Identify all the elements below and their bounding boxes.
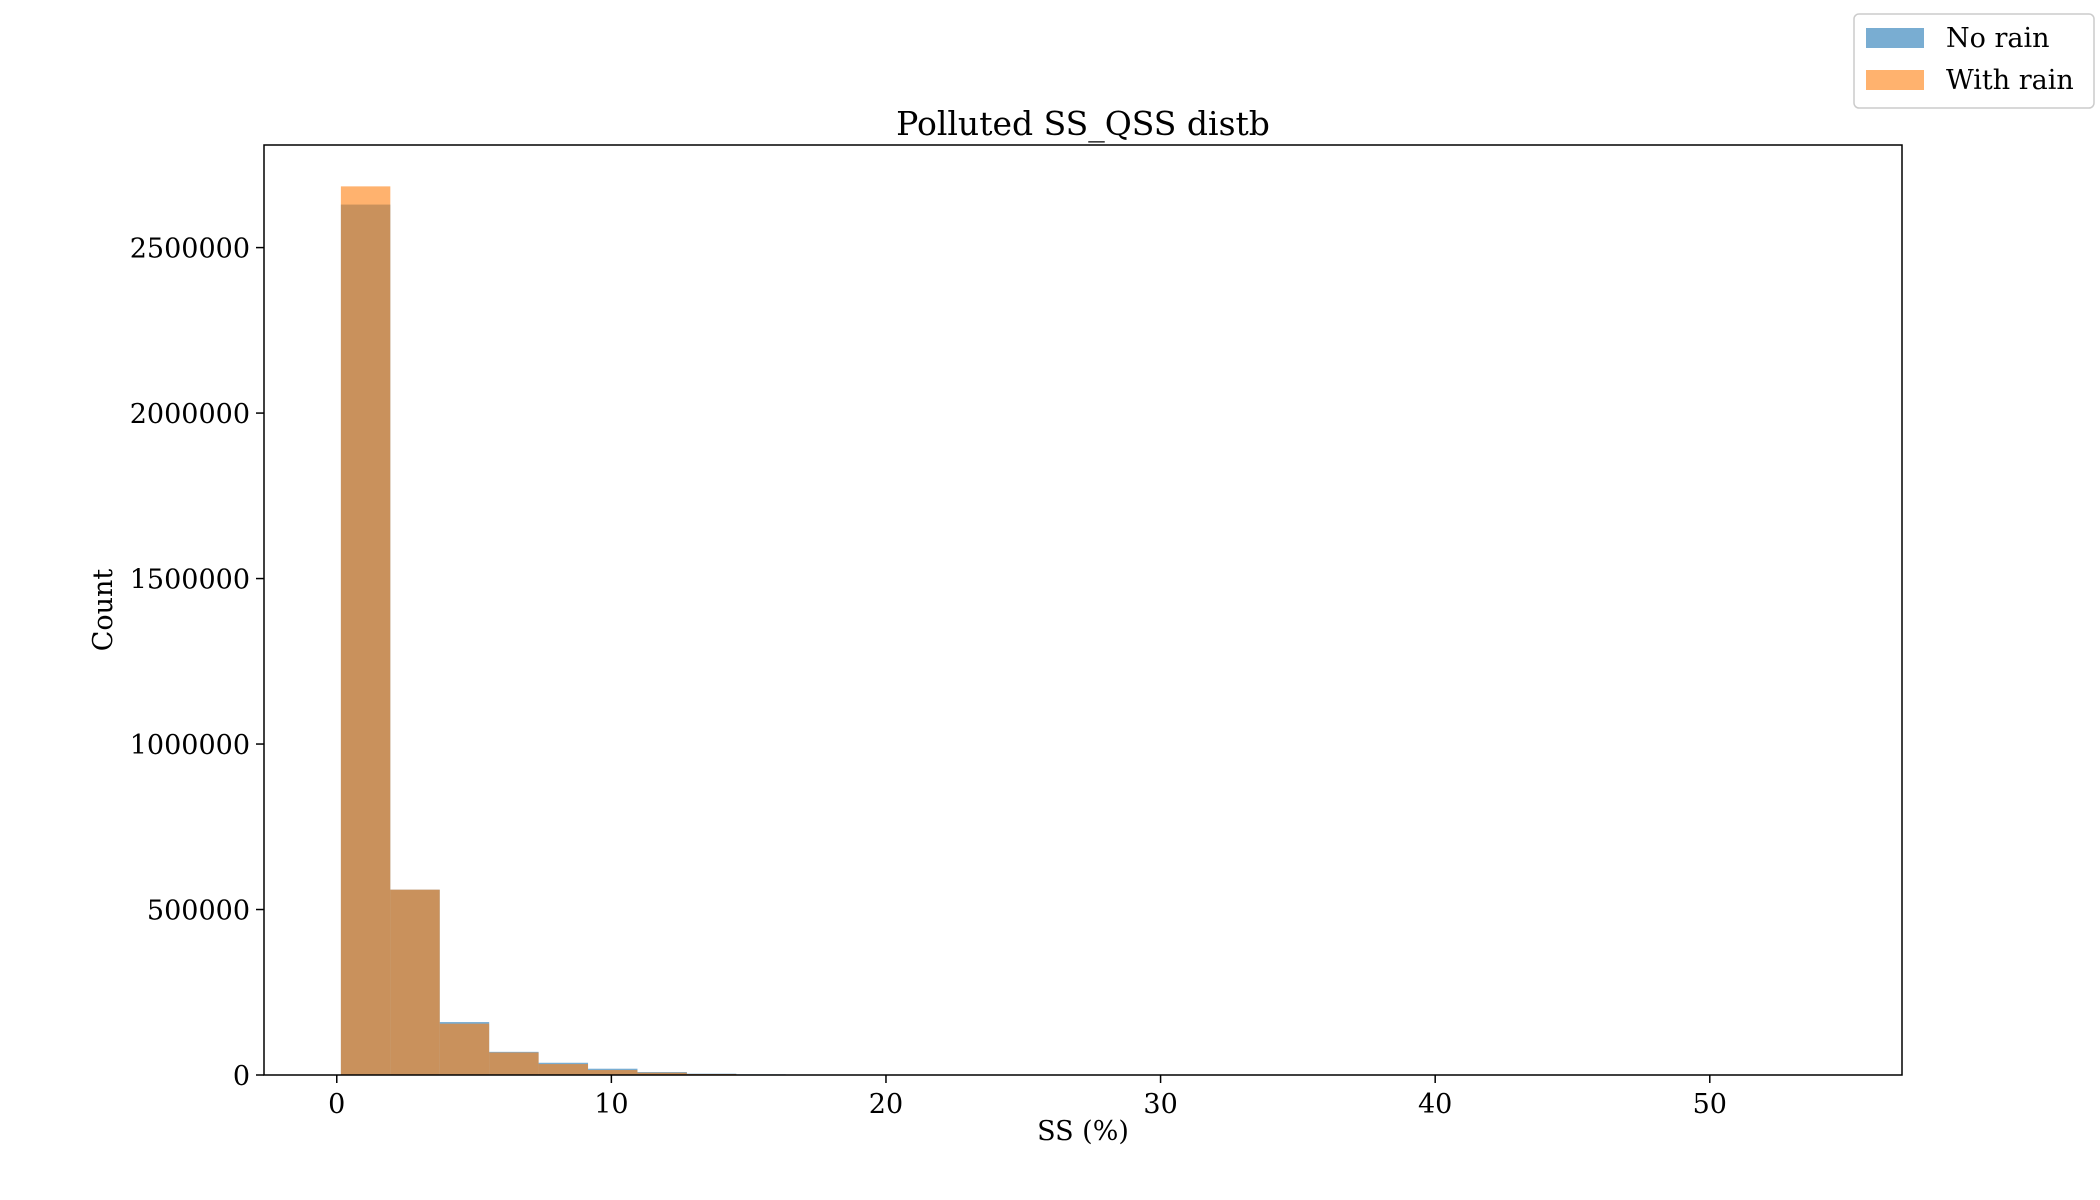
legend-label-no-rain: No rain — [1946, 23, 2050, 54]
y-tick-label: 1500000 — [130, 565, 250, 596]
y-tick-label: 1000000 — [130, 730, 250, 761]
legend-swatch-no-rain — [1866, 28, 1924, 48]
y-tick-label: 2000000 — [130, 399, 250, 430]
bar-with-rain-1 — [390, 889, 440, 1075]
x-tick-label: 40 — [1418, 1089, 1452, 1120]
y-axis-label: Count — [88, 569, 119, 652]
x-tick-label: 30 — [1143, 1089, 1177, 1120]
y-axis-ticks: 0 500000 1000000 1500000 2000000 2500000 — [130, 234, 264, 1092]
bar-with-rain-2 — [439, 1023, 490, 1075]
x-tick-label: 20 — [869, 1089, 903, 1120]
bar-with-rain-5 — [588, 1070, 638, 1075]
legend-label-with-rain: With rain — [1946, 65, 2074, 96]
y-tick-label: 2500000 — [130, 234, 250, 265]
bar-with-rain-6 — [637, 1072, 687, 1075]
bar-with-rain-3 — [489, 1052, 539, 1075]
x-tick-label: 10 — [594, 1089, 628, 1120]
y-tick-label: 0 — [233, 1061, 250, 1092]
x-tick-label: 50 — [1693, 1089, 1727, 1120]
x-axis-ticks: 0 10 20 30 40 50 — [328, 1075, 1727, 1120]
x-axis-label: SS (%) — [1037, 1116, 1129, 1147]
plot-frame — [263, 144, 1903, 1076]
chart-title: Polluted SS_QSS distb — [896, 104, 1270, 144]
bar-with-rain-4 — [538, 1064, 589, 1075]
bars-group — [340, 186, 836, 1076]
legend-swatch-with-rain — [1866, 70, 1924, 90]
legend: No rain With rain — [1853, 13, 2095, 109]
y-tick-label: 500000 — [147, 896, 250, 927]
x-tick-label: 0 — [328, 1089, 345, 1120]
bar-with-rain-0 — [340, 186, 391, 1075]
